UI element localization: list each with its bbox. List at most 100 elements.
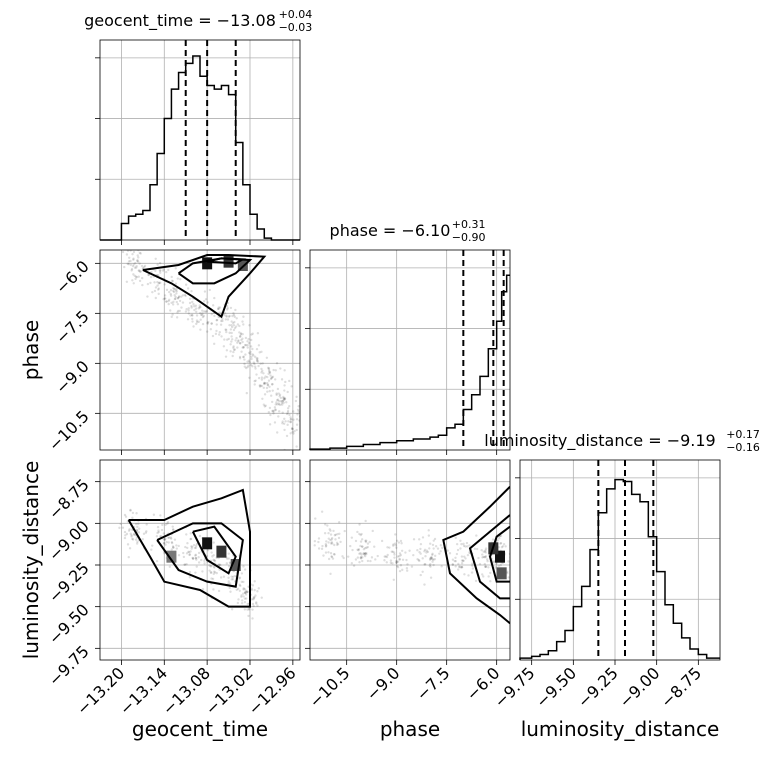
sample-point <box>263 381 266 385</box>
sample-point <box>330 538 333 541</box>
sample-point <box>293 429 296 433</box>
scatter-body <box>121 250 305 450</box>
sample-point <box>232 345 235 348</box>
sample-point <box>259 384 262 387</box>
sample-point <box>268 389 271 393</box>
sample-point <box>163 538 167 541</box>
sample-point <box>157 287 161 290</box>
sample-point <box>362 552 365 555</box>
sample-point <box>279 400 283 403</box>
sample-point <box>131 516 134 520</box>
sample-point <box>197 551 201 555</box>
sample-point <box>205 310 208 313</box>
sample-point <box>231 338 234 341</box>
sample-point <box>166 521 170 524</box>
sample-point <box>289 420 292 424</box>
sample-point <box>399 564 403 567</box>
sample-point <box>392 578 396 582</box>
sample-point <box>132 257 135 260</box>
sample-point <box>275 393 278 397</box>
sample-point <box>250 363 253 367</box>
sample-point <box>245 590 249 593</box>
sample-point <box>188 553 192 556</box>
sample-point <box>359 544 362 548</box>
sample-point <box>123 265 126 269</box>
sample-point <box>395 559 398 563</box>
sample-point <box>284 420 287 423</box>
title-upper-error: +0.17 <box>726 428 760 441</box>
sample-point <box>498 537 501 540</box>
sample-point <box>475 534 478 537</box>
sample-point <box>227 315 231 318</box>
sample-point <box>423 583 426 586</box>
sample-point <box>270 376 274 379</box>
sample-point <box>176 297 180 300</box>
sample-point <box>192 543 196 547</box>
sample-point <box>187 312 191 315</box>
sample-point <box>329 552 333 555</box>
sample-point <box>174 282 178 285</box>
sample-point <box>198 304 201 307</box>
sample-point <box>237 339 240 342</box>
sample-point <box>133 274 136 278</box>
sample-point <box>266 383 270 386</box>
sample-point <box>261 362 264 365</box>
sample-point <box>216 307 220 311</box>
sample-point <box>189 537 192 541</box>
sample-point <box>273 421 277 424</box>
sample-point <box>173 294 176 297</box>
sample-point <box>456 568 460 571</box>
sample-point <box>391 544 395 547</box>
sample-point <box>482 555 485 559</box>
sample-point <box>129 508 132 512</box>
sample-point <box>201 315 205 319</box>
sample-point <box>260 378 264 381</box>
sample-point <box>336 542 340 546</box>
sample-point <box>434 545 438 548</box>
sample-point <box>481 553 484 556</box>
sample-point <box>201 312 204 315</box>
sample-point <box>460 555 464 558</box>
sample-point <box>129 509 132 512</box>
sample-point <box>219 323 223 326</box>
sample-point <box>358 560 361 564</box>
sample-point <box>463 573 466 576</box>
sample-point <box>282 397 285 400</box>
sample-point <box>188 553 191 557</box>
sample-point <box>210 577 213 580</box>
sample-point <box>123 530 127 534</box>
sample-point <box>451 563 455 567</box>
sample-point <box>260 376 264 379</box>
sample-point <box>357 548 360 552</box>
sample-point <box>464 545 467 548</box>
sample-point <box>156 263 159 266</box>
sample-point <box>131 511 135 515</box>
sample-point <box>266 381 269 385</box>
sample-point <box>260 371 263 374</box>
sample-point <box>347 555 350 558</box>
sample-point <box>291 427 294 431</box>
sample-point <box>365 552 368 556</box>
sample-point <box>247 351 251 355</box>
sample-point <box>271 409 274 413</box>
density-cell <box>223 255 234 268</box>
sample-point <box>470 571 474 574</box>
sample-point <box>329 542 333 545</box>
sample-point <box>331 557 335 560</box>
sample-point <box>131 252 134 256</box>
sample-point <box>235 588 238 591</box>
sample-point <box>170 548 173 551</box>
sample-point <box>282 422 286 425</box>
sample-point <box>280 378 284 381</box>
sample-point <box>167 536 170 539</box>
panel-frame <box>309 459 511 661</box>
sample-point <box>373 545 376 548</box>
sample-point <box>195 565 198 568</box>
sample-point <box>195 319 199 322</box>
sample-point <box>303 413 305 415</box>
sample-point <box>429 563 432 566</box>
sample-point <box>214 332 218 336</box>
sample-point <box>185 562 188 566</box>
sample-point <box>138 527 141 530</box>
sample-point <box>188 570 192 574</box>
